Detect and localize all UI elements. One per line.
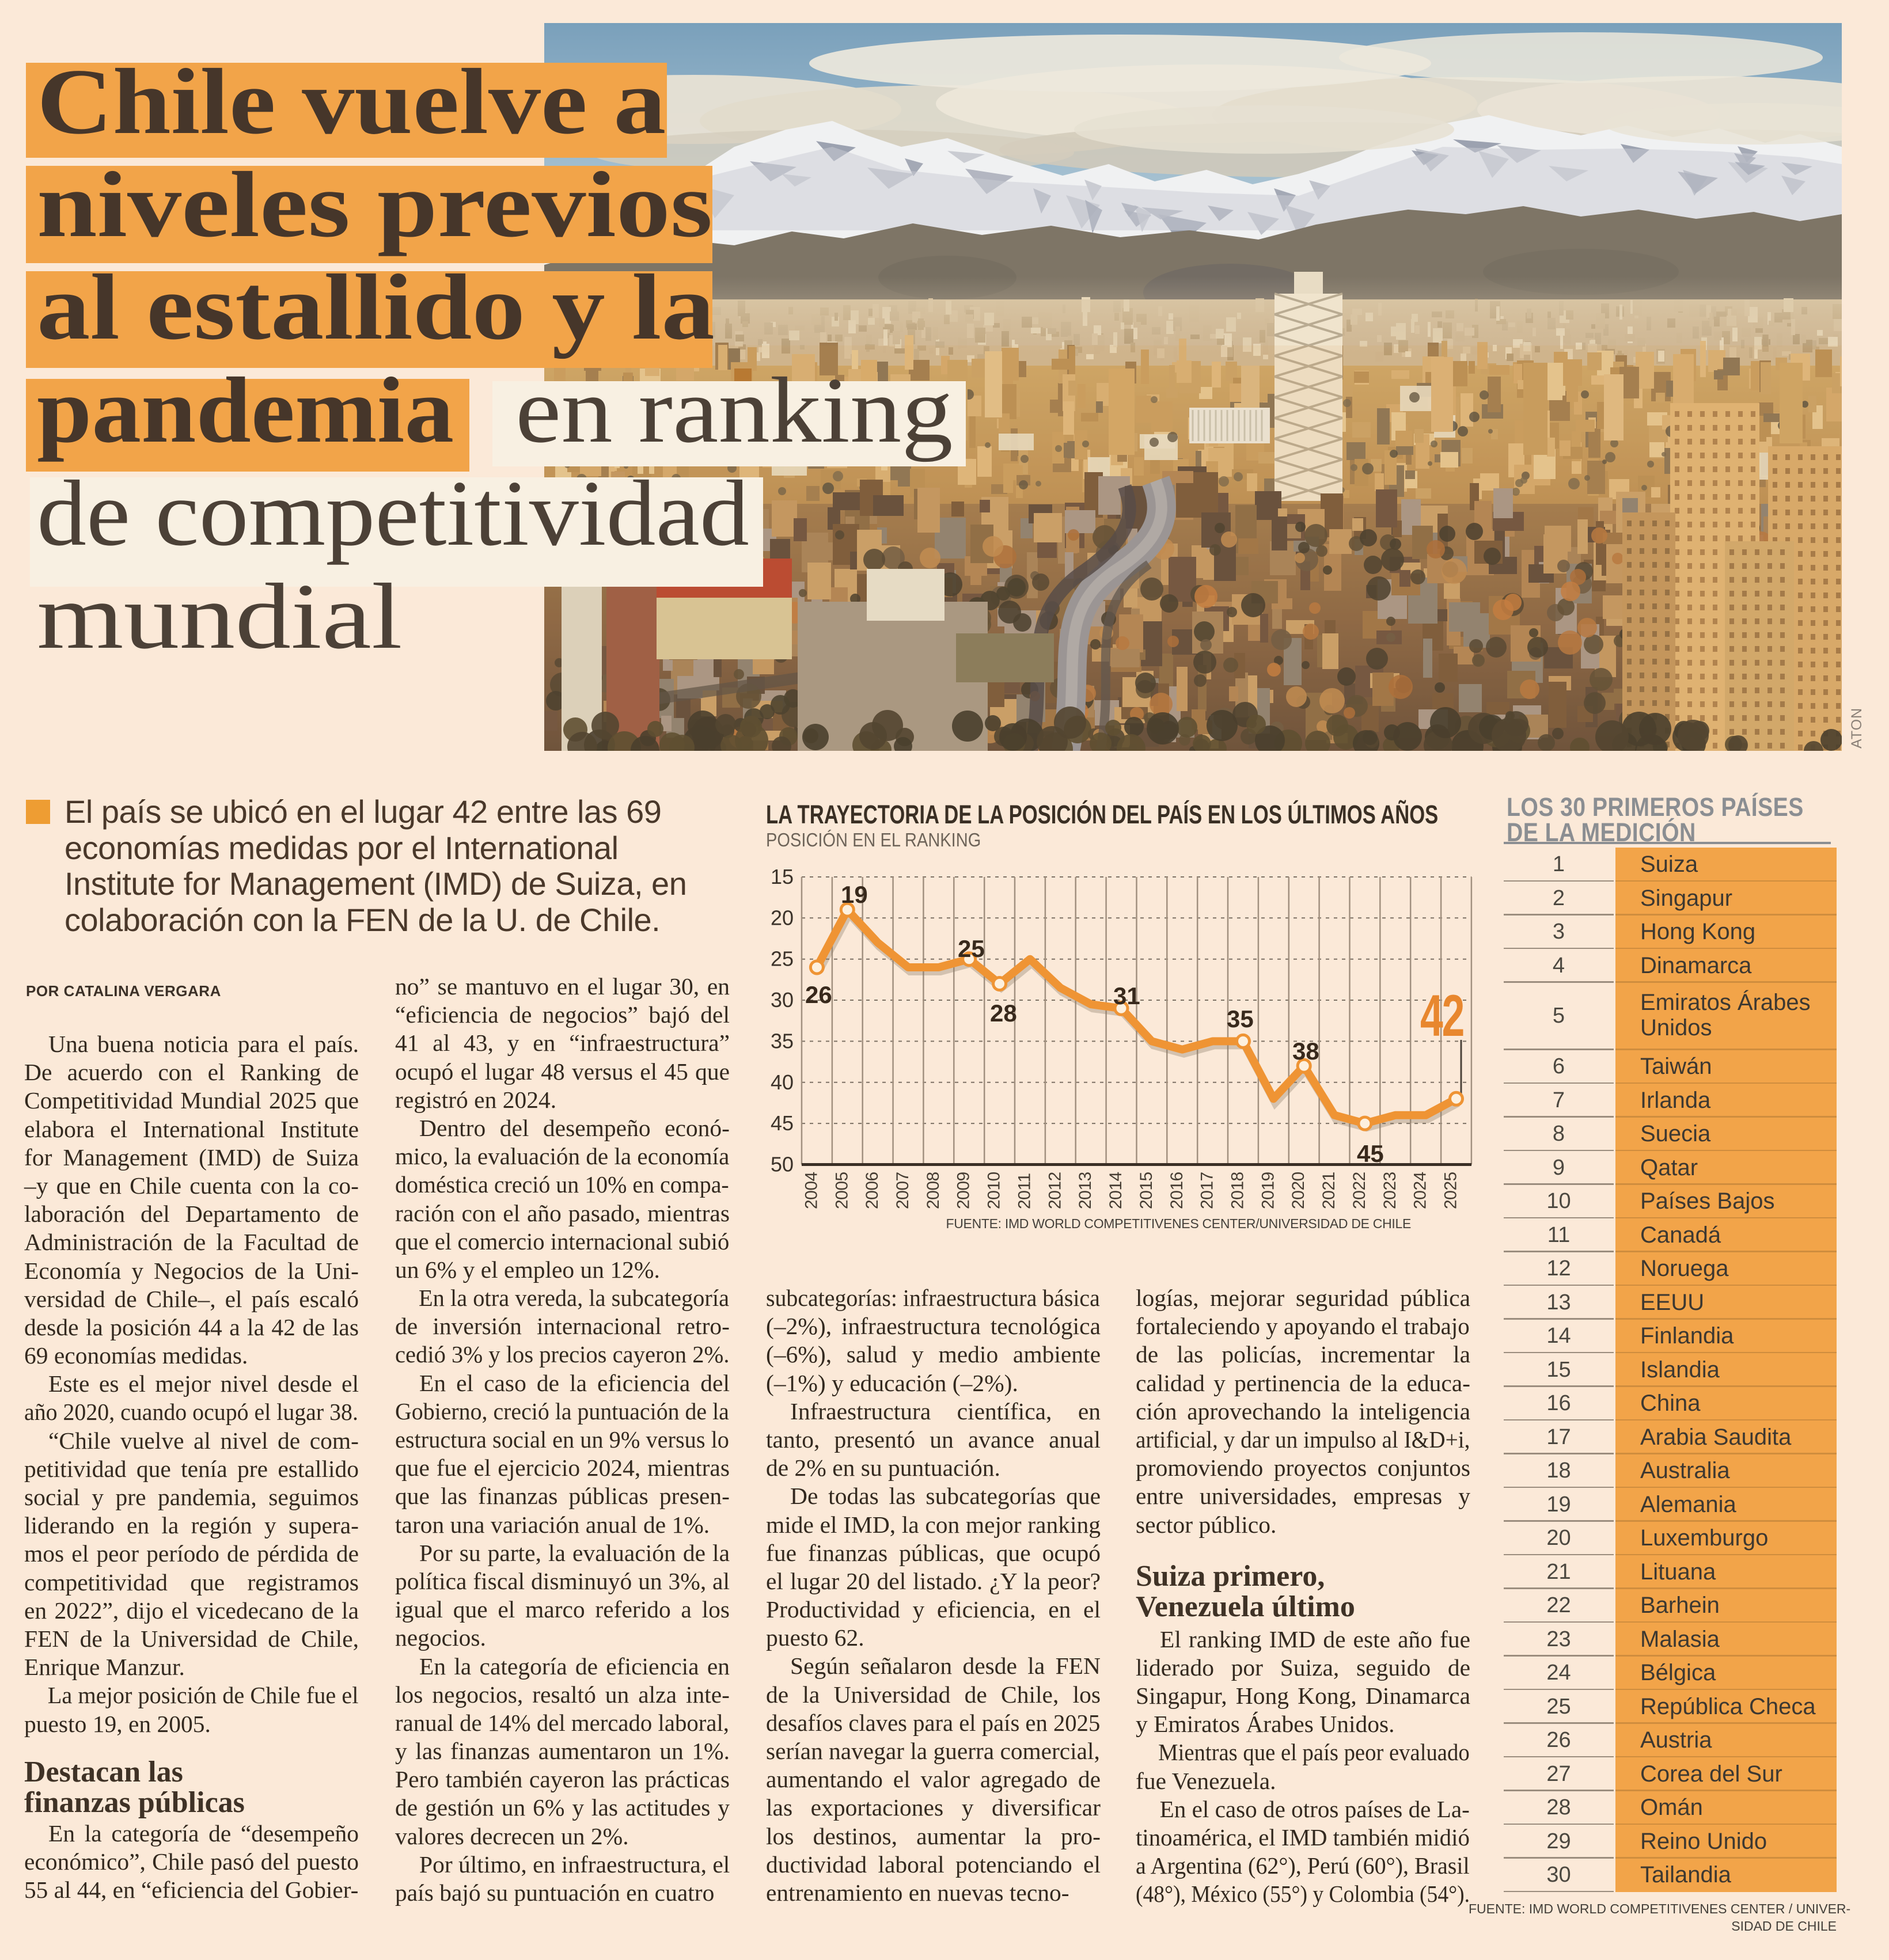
svg-text:2008: 2008 (924, 1172, 943, 1209)
svg-text:45: 45 (1357, 1140, 1384, 1167)
svg-text:2006: 2006 (863, 1172, 882, 1209)
svg-text:2022: 2022 (1350, 1172, 1369, 1209)
svg-text:28: 28 (990, 1000, 1017, 1027)
svg-text:35: 35 (771, 1029, 794, 1053)
svg-text:2007: 2007 (893, 1172, 912, 1209)
svg-text:2021: 2021 (1319, 1172, 1338, 1209)
svg-text:2023: 2023 (1380, 1172, 1399, 1209)
svg-text:15: 15 (771, 865, 794, 888)
svg-text:35: 35 (1227, 1005, 1254, 1032)
svg-text:2004: 2004 (802, 1172, 821, 1209)
svg-text:2009: 2009 (954, 1172, 973, 1209)
svg-text:2005: 2005 (832, 1172, 851, 1209)
svg-text:2011: 2011 (1015, 1173, 1034, 1209)
svg-text:25: 25 (958, 935, 985, 962)
svg-text:2014: 2014 (1106, 1172, 1125, 1209)
svg-text:26: 26 (805, 981, 832, 1008)
svg-text:2010: 2010 (985, 1172, 1004, 1209)
svg-text:2017: 2017 (1198, 1172, 1217, 1209)
svg-text:2019: 2019 (1258, 1172, 1277, 1209)
svg-text:38: 38 (1292, 1038, 1319, 1065)
svg-text:2012: 2012 (1045, 1172, 1064, 1209)
svg-text:2020: 2020 (1289, 1172, 1308, 1209)
svg-text:25: 25 (771, 947, 794, 971)
svg-text:2018: 2018 (1228, 1172, 1247, 1209)
svg-text:40: 40 (771, 1070, 794, 1094)
svg-text:2013: 2013 (1076, 1172, 1095, 1209)
svg-text:50: 50 (771, 1153, 794, 1176)
svg-text:2024: 2024 (1411, 1172, 1430, 1209)
svg-text:2015: 2015 (1137, 1172, 1156, 1209)
svg-text:30: 30 (771, 988, 794, 1012)
svg-text:2016: 2016 (1167, 1172, 1186, 1209)
svg-text:2025: 2025 (1442, 1172, 1461, 1209)
svg-text:19: 19 (841, 881, 868, 908)
svg-text:31: 31 (1113, 982, 1140, 1009)
svg-text:20: 20 (771, 906, 794, 929)
svg-text:45: 45 (771, 1111, 794, 1135)
